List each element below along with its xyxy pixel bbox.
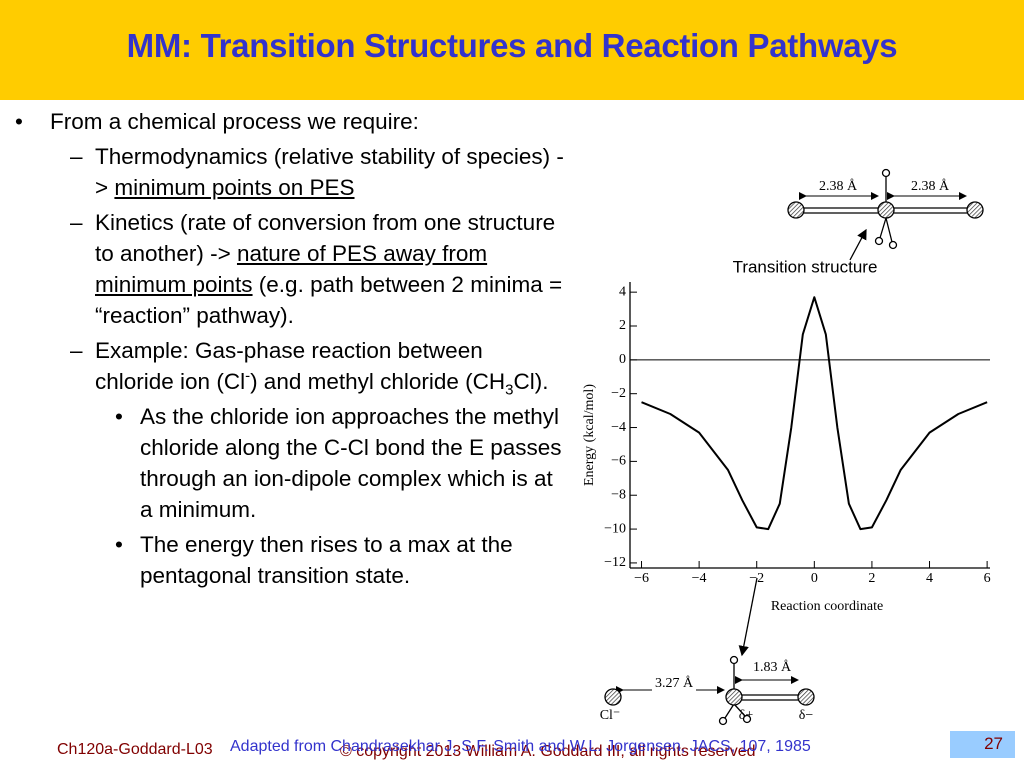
ts-molecule: [738, 168, 984, 657]
bullet-text: From a chemical process we require:: [50, 109, 419, 134]
y-tick-label: 0: [619, 352, 626, 367]
x-tick-label: 4: [926, 571, 933, 586]
sub-bullet: – Example: Gas-phase reaction between chl…: [70, 338, 549, 399]
energy-curve: [641, 296, 988, 531]
header: MM: Transition Structures and Reaction P…: [0, 0, 1024, 100]
y-tick-label: 2: [619, 318, 626, 333]
sub-sub-bullet: • The energy then rises to a max at the p…: [115, 532, 513, 588]
y-tick-label: −8: [611, 487, 626, 502]
x-tick-label: 2: [868, 571, 875, 586]
superscript: -: [245, 367, 251, 385]
x-tick-label: −4: [692, 571, 707, 586]
underlined-text: nature of PES away from minimum points: [95, 241, 488, 297]
bullet: • From a chemical process we require:: [15, 109, 419, 134]
subscript: 3: [505, 381, 514, 399]
complex-molecule: [604, 655, 815, 726]
text: Kinetics (rate of conversion from one st…: [95, 210, 556, 266]
y-tick-label: −4: [611, 420, 626, 435]
text: The energy then rises to a max at the pe…: [140, 532, 513, 588]
y-tick-label: −10: [604, 521, 626, 536]
distance-label: 1.83 Å: [753, 659, 792, 675]
copyright: © copyright 2013 William A. Goddard III,…: [340, 743, 756, 760]
x-tick-label: −2: [749, 571, 764, 586]
atom-label: δ+: [739, 708, 754, 723]
y-tick-label: 4: [619, 284, 626, 299]
source-note: Adapted from Chandrasekhar J, S.F. Smith…: [230, 738, 811, 755]
plot: 4 2 0 −2 −4 −6 −8 −10 −12 −6 −4 −2 0 2 4 6: [604, 282, 991, 586]
sub-bullet: – Kinetics (rate of conversion from one s…: [70, 210, 563, 328]
distance-label: 2.38 Å: [819, 178, 858, 194]
text: Cl).: [513, 369, 549, 394]
atom-label: Cl⁻: [600, 708, 621, 723]
page-number-box: 27: [950, 731, 1015, 758]
text: As the chloride ion approaches the methy…: [140, 404, 562, 522]
sub-sub-bullet: • As the chloride ion approaches the meth…: [115, 404, 562, 522]
ts-label: Transition structure: [733, 257, 878, 276]
page-number: 27: [984, 734, 1003, 753]
y-tick-label: −6: [611, 454, 626, 469]
slide-title: MM: Transition Structures and Reaction P…: [126, 27, 898, 64]
text: (e.g. path between 2 minima = “reaction”…: [95, 272, 563, 328]
text: Thermodynamics (relative stability of sp…: [95, 144, 564, 200]
distance-label: 2.38 Å: [911, 178, 950, 194]
x-tick-label: −6: [634, 571, 649, 586]
text: ) and methyl chloride (CH: [250, 369, 506, 394]
sub-bullet: – Thermodynamics (relative stability of s…: [70, 144, 564, 200]
x-axis-label: Reaction coordinate: [771, 599, 883, 614]
body-text: • From a chemical process we require: – Th…: [0, 106, 580, 595]
distance-label: 3.27 Å: [655, 675, 694, 691]
underlined-text: minimum points on PES: [114, 175, 355, 200]
atom-label: δ−: [799, 708, 814, 723]
x-tick-label: 0: [811, 571, 818, 586]
x-tick-label: 6: [984, 571, 991, 586]
y-tick-label: −12: [604, 555, 626, 570]
y-tick-label: −2: [611, 386, 626, 401]
course-label: Ch120a-Goddard-L03: [57, 741, 213, 758]
y-axis-label: Energy (kcal/mol): [582, 384, 597, 486]
text: Example: Gas-phase reaction between chlo…: [95, 338, 483, 394]
